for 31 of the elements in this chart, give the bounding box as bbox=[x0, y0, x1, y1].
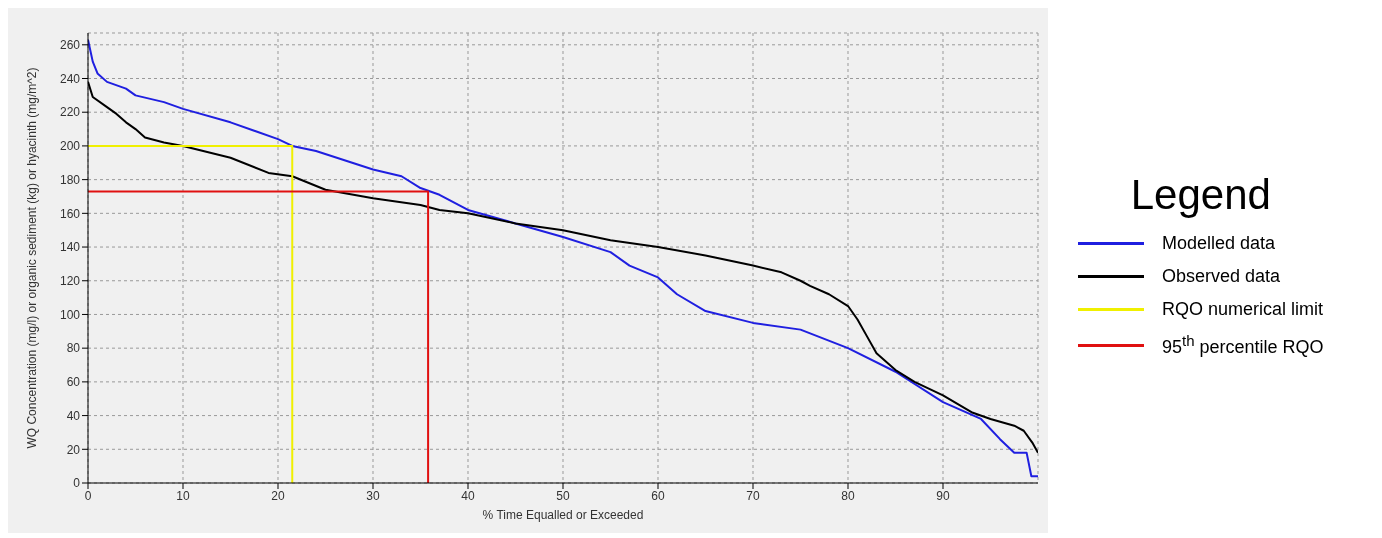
x-tick-label: 20 bbox=[271, 488, 285, 503]
y-tick-label: 160 bbox=[59, 206, 81, 221]
legend-label: Observed data bbox=[1162, 266, 1281, 287]
x-tick-label: 0 bbox=[84, 488, 92, 503]
y-tick-label: 140 bbox=[59, 240, 81, 255]
y-tick-label: 260 bbox=[59, 38, 81, 53]
y-tick-label: 0 bbox=[73, 476, 81, 491]
y-tick-label: 20 bbox=[66, 442, 81, 457]
legend-label: 95$^{th}$ percentile RQO bbox=[1162, 332, 1324, 358]
y-tick-label: 220 bbox=[59, 105, 81, 120]
y-tick-label: 120 bbox=[59, 274, 81, 289]
legend-title: Legend bbox=[1129, 171, 1272, 219]
x-tick-label: 70 bbox=[746, 488, 760, 503]
legend-label: Modelled data bbox=[1162, 233, 1276, 254]
y-tick-label: 200 bbox=[59, 139, 81, 154]
x-tick-label: 30 bbox=[366, 488, 380, 503]
x-tick-label: 50 bbox=[556, 488, 570, 503]
legend-label: RQO numerical limit bbox=[1162, 299, 1324, 320]
y-axis-title: WQ Concentration (mg/l) or organic sediment (kg) or hyacinth (mg/m^2) bbox=[25, 67, 39, 449]
x-tick-label: 10 bbox=[176, 488, 190, 503]
x-tick-label: 60 bbox=[651, 488, 665, 503]
y-tick-label: 240 bbox=[59, 71, 81, 86]
x-axis-title: % Time Equalled or Exceeded bbox=[482, 508, 644, 522]
y-tick-label: 60 bbox=[66, 375, 81, 390]
x-tick-label: 80 bbox=[841, 488, 855, 503]
y-tick-label: 180 bbox=[59, 172, 81, 187]
x-tick-label: 40 bbox=[461, 488, 475, 503]
y-tick-label: 40 bbox=[66, 408, 81, 423]
y-tick-label: 80 bbox=[66, 341, 81, 356]
y-tick-label: 100 bbox=[59, 307, 81, 322]
x-tick-label: 90 bbox=[936, 488, 950, 503]
